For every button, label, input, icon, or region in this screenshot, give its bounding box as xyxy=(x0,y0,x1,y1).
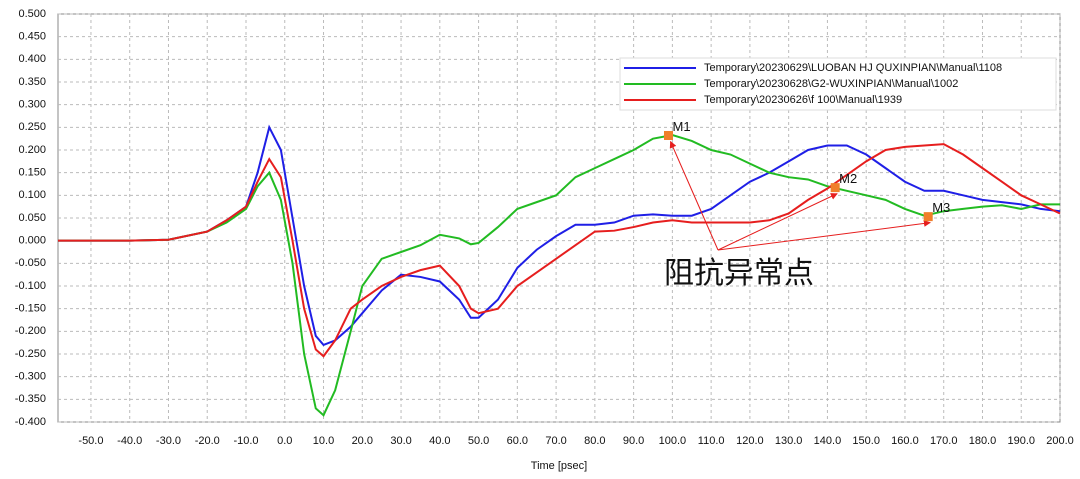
series-line xyxy=(58,134,1060,417)
y-tick-label: -0.250 xyxy=(15,348,46,360)
marker xyxy=(830,183,840,193)
y-tick-label: 0.100 xyxy=(18,189,46,201)
x-tick-label: 10.0 xyxy=(313,435,334,447)
x-tick-label: 100.0 xyxy=(659,435,687,447)
x-tick-label: 180.0 xyxy=(969,435,997,447)
x-tick-label: -50.0 xyxy=(78,435,103,447)
y-tick-label: 0.250 xyxy=(18,121,46,133)
y-tick-label: -0.150 xyxy=(15,303,46,315)
y-tick-label: -0.350 xyxy=(15,393,46,405)
x-axis-title: Time [psec] xyxy=(531,460,587,472)
x-tick-label: 130.0 xyxy=(775,435,803,447)
annotation-arrow xyxy=(717,193,838,251)
x-tick-label: 60.0 xyxy=(507,435,528,447)
x-tick-label: 20.0 xyxy=(352,435,373,447)
x-tick-label: 0.0 xyxy=(277,435,292,447)
y-tick-label: 0.400 xyxy=(18,53,46,65)
y-tick-label: 0.150 xyxy=(18,167,46,179)
y-tick-label: 0.200 xyxy=(18,144,46,156)
y-tick-label: 0.500 xyxy=(18,8,46,20)
x-tick-label: 70.0 xyxy=(545,435,566,447)
x-tick-label: -40.0 xyxy=(117,435,142,447)
y-tick-label: -0.050 xyxy=(15,257,46,269)
annotation-arrow xyxy=(669,140,719,251)
x-tick-label: 40.0 xyxy=(429,435,450,447)
marker-label: M2 xyxy=(839,171,857,186)
x-tick-label: -30.0 xyxy=(156,435,181,447)
x-tick-label: -20.0 xyxy=(195,435,220,447)
legend-label: Temporary\20230629\LUOBAN HJ QUXINPIAN\M… xyxy=(704,62,1002,74)
y-tick-label: 0.300 xyxy=(18,99,46,111)
x-tick-label: 170.0 xyxy=(930,435,958,447)
y-tick-label: 0.050 xyxy=(18,212,46,224)
x-tick-label: 140.0 xyxy=(814,435,842,447)
y-tick-label: -0.200 xyxy=(15,325,46,337)
x-tick-label: 80.0 xyxy=(584,435,605,447)
y-tick-label: 0.000 xyxy=(18,235,46,247)
x-tick-label: 30.0 xyxy=(390,435,411,447)
legend-label: Temporary\20230628\G2-WUXINPIAN\Manual\1… xyxy=(704,78,958,90)
legend-label: Temporary\20230626\f 100\Manual\1939 xyxy=(704,94,902,106)
marker xyxy=(664,130,674,140)
annotation-arrow xyxy=(717,219,931,251)
x-tick-label: 200.0 xyxy=(1046,435,1074,447)
x-tick-label: 190.0 xyxy=(1007,435,1035,447)
x-tick-label: 120.0 xyxy=(736,435,764,447)
x-tick-label: 90.0 xyxy=(623,435,644,447)
series-line xyxy=(58,143,1061,358)
marker xyxy=(923,212,933,222)
y-tick-label: 0.450 xyxy=(18,31,46,43)
y-tick-label: -0.100 xyxy=(15,280,46,292)
x-tick-label: 150.0 xyxy=(852,435,880,447)
legend: Temporary\20230629\LUOBAN HJ QUXINPIAN\M… xyxy=(619,57,1057,111)
x-tick-label: 160.0 xyxy=(891,435,919,447)
marker-label: M3 xyxy=(932,200,950,215)
y-tick-label: 0.350 xyxy=(18,76,46,88)
x-tick-label: -10.0 xyxy=(233,435,258,447)
x-tick-label: 110.0 xyxy=(698,435,725,447)
y-tick-label: -0.400 xyxy=(15,416,46,428)
x-tick-label: 50.0 xyxy=(468,435,489,447)
annotation-text: 阻抗异常点 xyxy=(664,256,814,291)
marker-label: M1 xyxy=(673,119,691,134)
y-tick-label: -0.300 xyxy=(15,371,46,383)
series-line xyxy=(58,124,1061,347)
